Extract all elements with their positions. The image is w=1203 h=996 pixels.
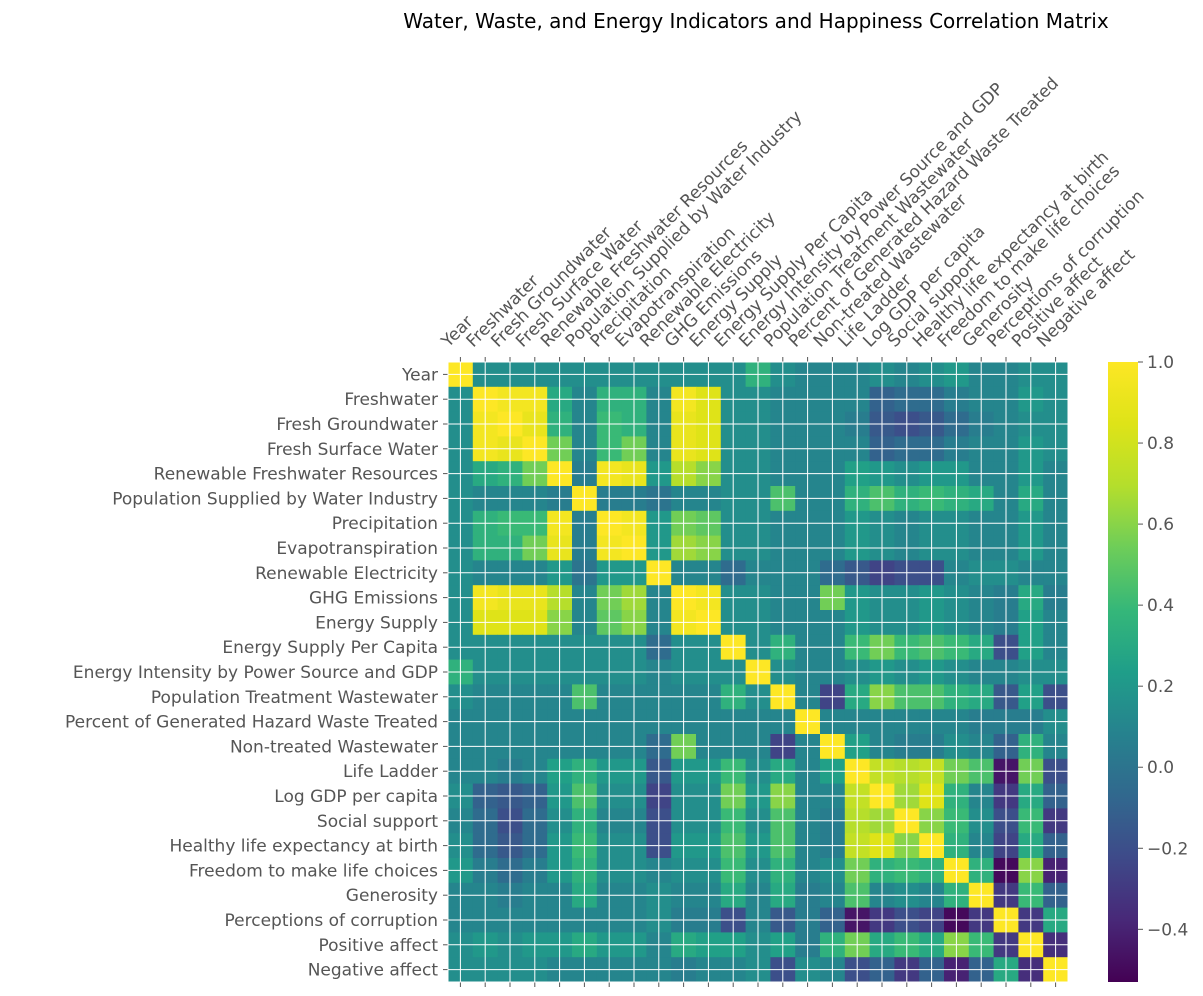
chart-title: Water, Waste, and Energy Indicators and … bbox=[403, 9, 1109, 33]
y-tick-label: Positive affect bbox=[318, 936, 438, 956]
colorbar-tick-label: 0.2 bbox=[1147, 677, 1174, 697]
colorbar-tick-label: 1.0 bbox=[1147, 353, 1174, 373]
y-tick-label: Non-treated Wastewater bbox=[230, 737, 438, 757]
plot-frame bbox=[447, 361, 1069, 983]
y-tick-label: Percent of Generated Hazard Waste Treate… bbox=[65, 713, 438, 733]
y-tick-label: Freedom to make life choices bbox=[189, 861, 438, 881]
y-tick-label: Year bbox=[401, 365, 438, 385]
y-tick-label: Population Treatment Wastewater bbox=[151, 688, 438, 708]
y-tick-label: Energy Supply Per Capita bbox=[222, 638, 438, 658]
y-tick-label: Perceptions of corruption bbox=[225, 911, 439, 931]
y-tick-label: Negative affect bbox=[308, 961, 439, 981]
colorbar: −0.4 −0.2 0.0 0.2 0.4 0.6 0.8 1.0 bbox=[1108, 353, 1188, 982]
colorbar-tick-label: 0.4 bbox=[1147, 596, 1174, 616]
y-tick-label: Healthy life expectancy at birth bbox=[170, 837, 439, 857]
y-tick-label: Fresh Surface Water bbox=[267, 440, 438, 460]
y-tick-label: Social support bbox=[317, 812, 438, 832]
colorbar-tick-label: 0.8 bbox=[1147, 434, 1174, 454]
y-tick-label: Generosity bbox=[346, 886, 438, 906]
y-tick-label: Population Supplied by Water Industry bbox=[112, 489, 438, 509]
y-tick-label: Renewable Freshwater Resources bbox=[154, 465, 438, 485]
y-tick-label: GHG Emissions bbox=[309, 589, 438, 609]
y-tick-label: Evapotranspiration bbox=[276, 539, 438, 559]
colorbar-tick-label: 0.0 bbox=[1147, 758, 1174, 778]
y-tick-label: Energy Intensity by Power Source and GDP bbox=[73, 663, 438, 683]
colorbar-tick-label: 0.6 bbox=[1147, 515, 1174, 535]
colorbar-tick-label: −0.4 bbox=[1147, 920, 1188, 940]
y-tick-label: Log GDP per capita bbox=[274, 787, 438, 807]
y-tick-label: Precipitation bbox=[332, 514, 438, 534]
colorbar-gradient bbox=[1108, 362, 1138, 982]
y-tick-label: Fresh Groundwater bbox=[276, 415, 438, 435]
y-tick-label: Energy Supply bbox=[315, 613, 438, 633]
heatmap-gridlines bbox=[443, 357, 1068, 987]
y-tick-label: Renewable Electricity bbox=[255, 564, 438, 584]
colorbar-tick-label: −0.2 bbox=[1147, 839, 1188, 859]
y-tick-label: Freshwater bbox=[344, 390, 438, 410]
y-tick-label: Life Ladder bbox=[343, 762, 438, 782]
y-tick-labels: Year Freshwater Fresh Groundwater Fresh Sur… bbox=[65, 365, 438, 980]
